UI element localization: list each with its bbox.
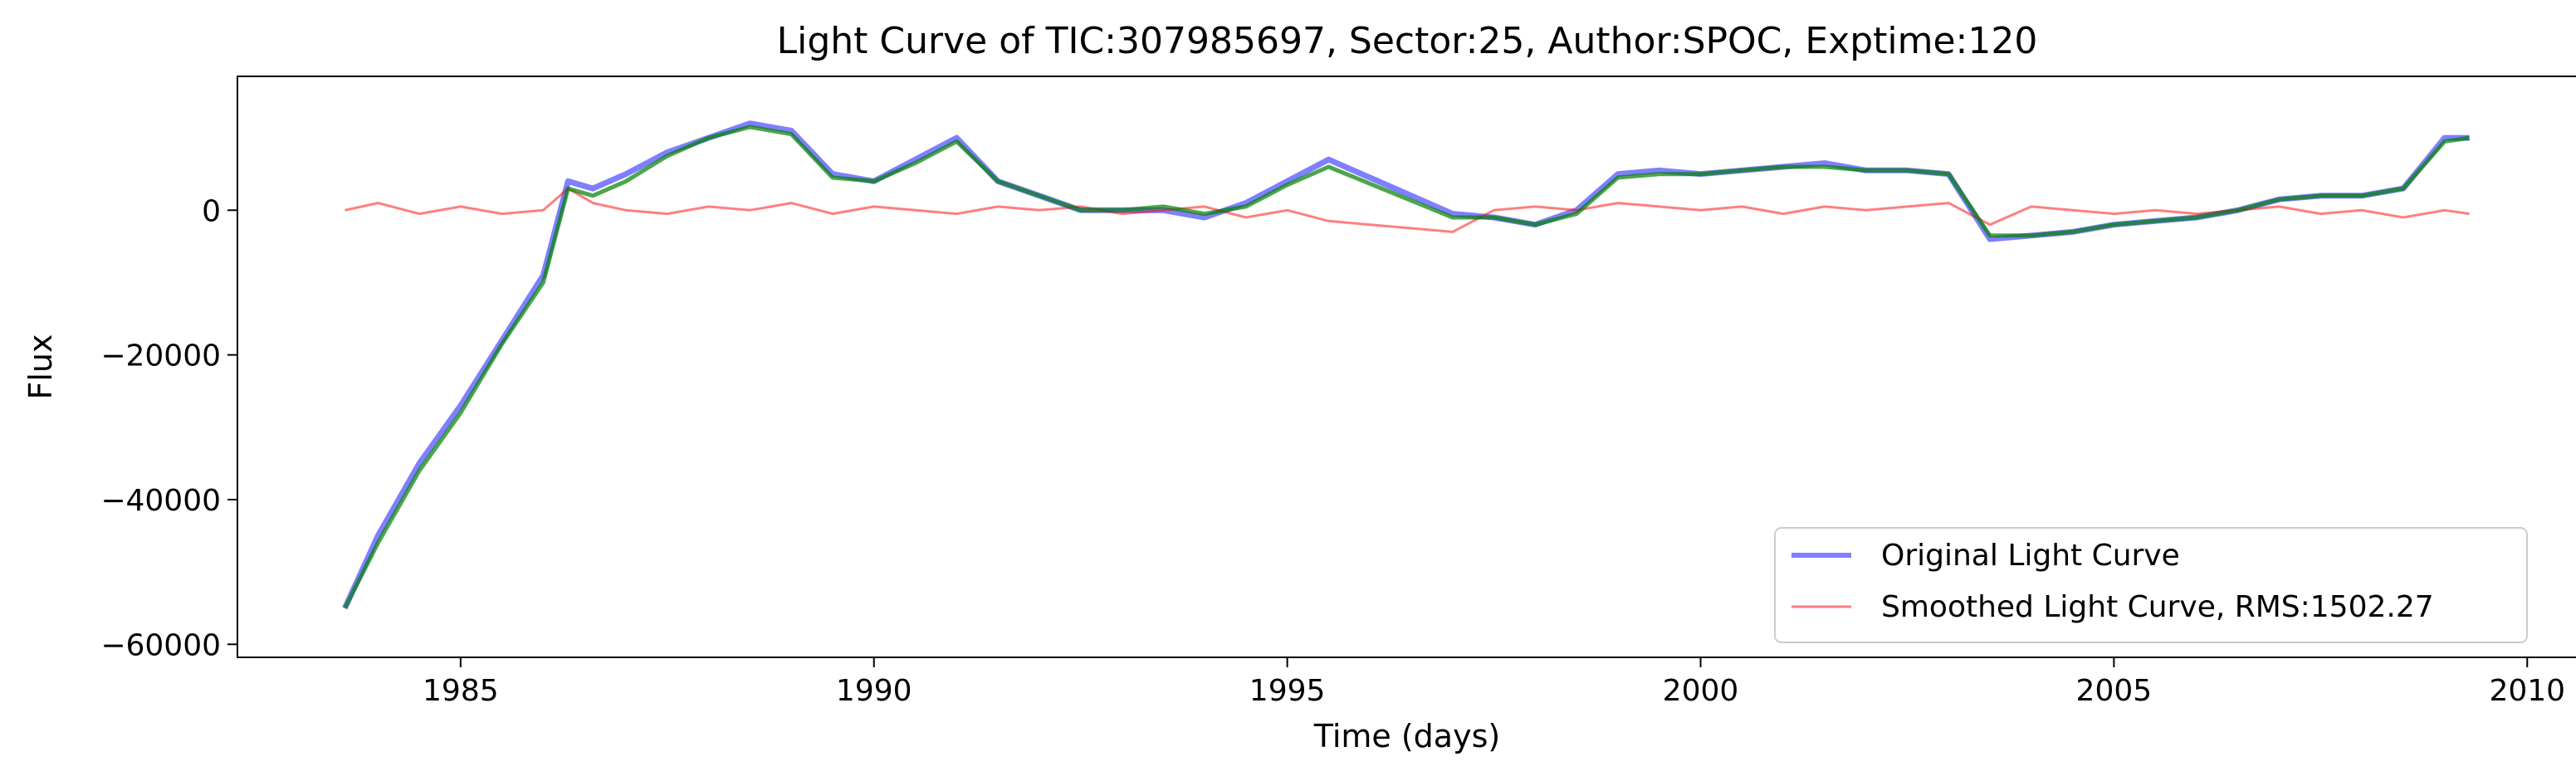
x-tick-label: 2010 bbox=[2489, 674, 2565, 708]
x-tick-label: 2005 bbox=[2076, 674, 2153, 708]
chart-title: Light Curve of TIC:307985697, Sector:25,… bbox=[777, 20, 2038, 62]
axis-ticks: 1985 1990 1995 2000 2005 2010 −60000 −40000 −200… bbox=[100, 194, 2565, 708]
legend-box bbox=[1774, 527, 2528, 643]
x-tick-label: 1995 bbox=[1249, 674, 1326, 708]
series-line-2 bbox=[343, 124, 2470, 609]
x-tick-label: 1985 bbox=[423, 674, 499, 708]
axes-frame bbox=[237, 76, 2576, 658]
legend: Original Light Curve Smoothed Light Curv… bbox=[1774, 527, 2528, 643]
series-line-1 bbox=[345, 187, 2470, 233]
legend-label-original: Original Light Curve bbox=[1881, 539, 2180, 573]
y-axis-label: Flux bbox=[22, 334, 59, 400]
x-axis-label: Time (days) bbox=[1313, 718, 1500, 754]
x-tick-label: 1990 bbox=[836, 674, 912, 708]
y-tick-label: −60000 bbox=[100, 628, 221, 662]
y-tick-label: 0 bbox=[202, 194, 221, 228]
y-tick-label: −40000 bbox=[100, 484, 221, 518]
legend-label-smoothed: Smoothed Light Curve, RMS:1502.27 bbox=[1881, 590, 2434, 624]
plot-area bbox=[342, 120, 2470, 610]
y-tick-label: −20000 bbox=[100, 339, 221, 373]
x-tick-label: 2000 bbox=[1663, 674, 1739, 708]
